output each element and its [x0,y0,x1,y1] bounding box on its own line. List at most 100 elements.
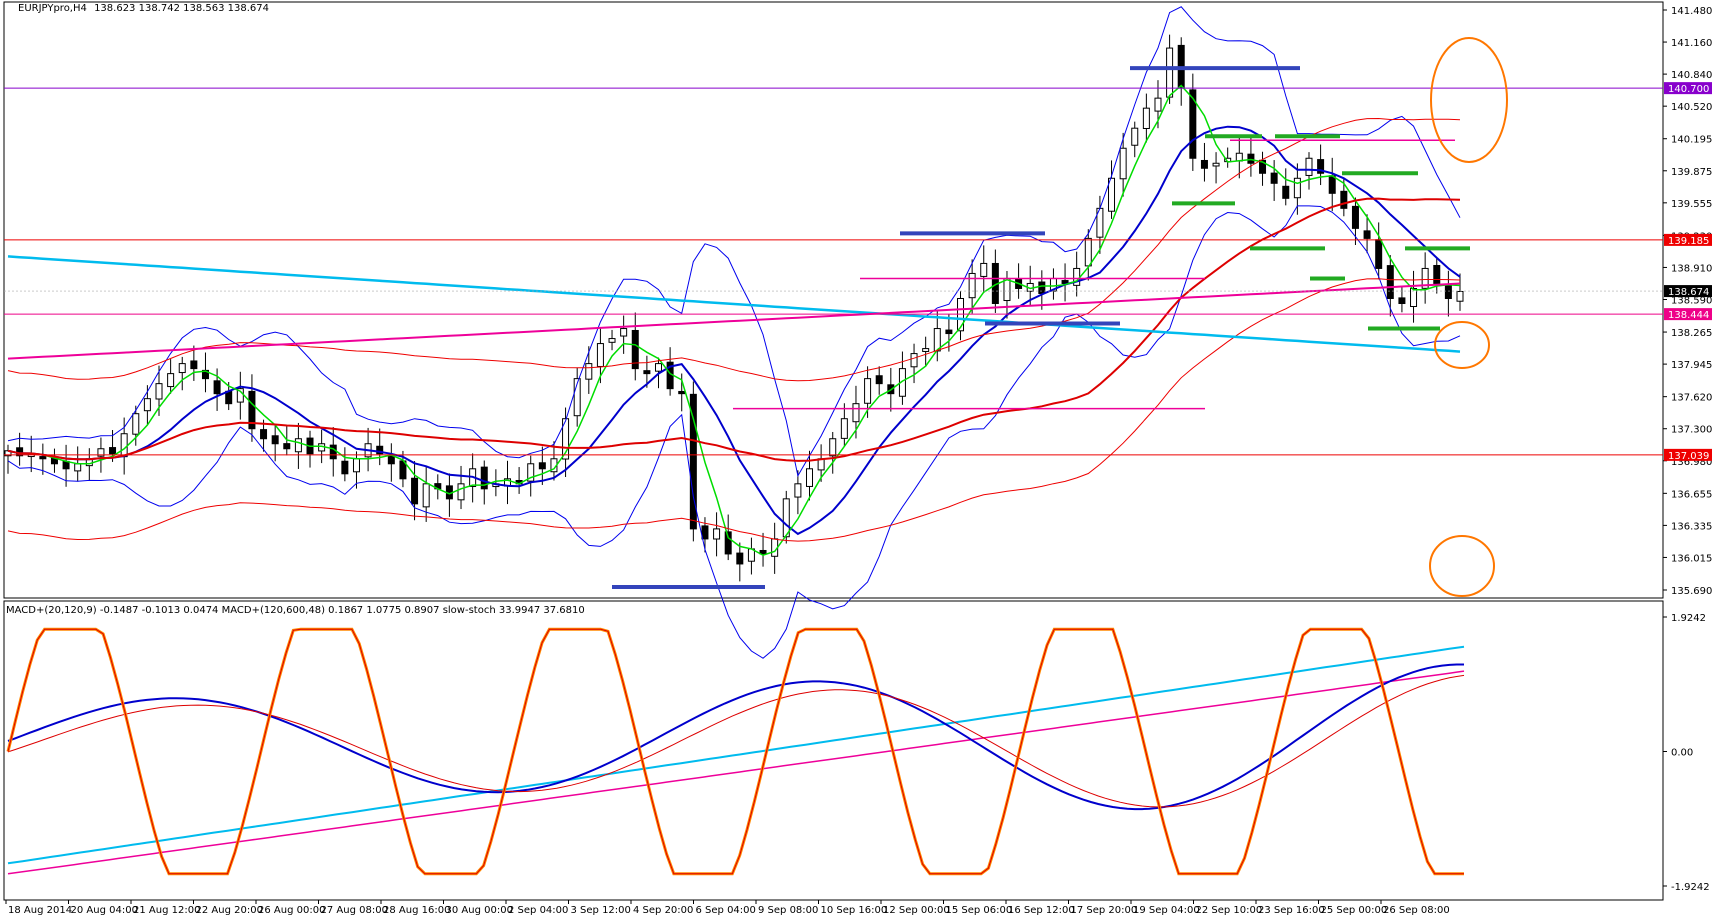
candle-body [1142,107,1150,129]
y-tick-label: 141.160 [1671,38,1712,49]
candle-body [608,338,616,343]
candle-body [538,462,546,470]
candle-body [1421,267,1429,289]
candle-body [294,438,302,453]
x-tick-label: 16 Sep 12:00 [1008,905,1075,916]
macd-short-line [7,663,1464,811]
y-tick-label: 137.620 [1671,393,1712,404]
candle-body [759,549,767,555]
candle-body [585,363,593,380]
x-tick-label: 15 Sep 06:00 [946,905,1013,916]
y-tick-label: 136.335 [1671,521,1712,532]
candle-body [4,450,12,457]
x-tick-label: 27 Aug 08:00 [321,905,388,916]
candle-body [1131,127,1139,146]
candle-body [97,448,105,457]
candle-body [527,463,535,482]
x-tick-label: 10 Sep 16:00 [821,905,888,916]
candle-body [341,460,349,475]
candle-body [922,348,930,352]
candle-body [724,531,732,555]
macd-short-signal [7,674,1465,808]
candle-body [422,483,430,508]
x-tick-label: 25 Sep 00:00 [1321,905,1388,916]
candle-body [713,528,721,540]
candle-body [1375,239,1383,269]
y-tick-label: 136.655 [1671,489,1712,500]
main-pane-frame [3,1,1664,599]
x-tick-label: 30 Aug 00:00 [446,905,513,916]
candle-body [178,363,186,374]
candle-body [1247,153,1255,164]
highlight-circle [1434,321,1490,369]
y-tick-label: 137.945 [1671,360,1712,371]
x-tick-label: 21 Aug 12:00 [133,905,200,916]
candle-body [1282,185,1290,199]
candle-body [190,360,198,370]
stochastic-line [6,627,1464,876]
candle-body [957,297,965,332]
y-tick-label: 140.520 [1671,102,1712,113]
symbol-label: EURJPYpro,H4 [18,3,87,14]
price-tag-label: 138.674 [1668,287,1709,298]
x-tick-label: 4 Sep 20:00 [633,905,693,916]
candle-body [271,435,279,445]
candle-body [980,262,988,277]
y-tick-label: 139.875 [1671,167,1712,178]
x-tick-label: 2 Sep 04:00 [508,905,568,916]
candle-body [74,463,82,472]
y-tick-label: 140.840 [1671,70,1712,81]
candle-body [968,272,976,299]
candle-body [1119,147,1127,180]
bollinger-upper [7,6,1461,478]
sub-y-tick-label: -1.9242 [1671,882,1710,893]
highlight-circle [1430,37,1508,163]
y-tick-label: 136.980 [1671,457,1712,468]
candle-body [1410,287,1418,308]
candle-body [852,403,860,423]
y-tick-label: 136.015 [1671,553,1712,564]
y-tick-label: 139.555 [1671,199,1712,210]
candle-body [248,390,256,430]
candle-body [109,447,117,455]
candle-body [806,468,814,487]
candle-body [875,375,883,385]
candle-body [829,438,837,457]
candle-body [678,390,686,395]
candle-body [864,378,872,404]
candle-body [1456,290,1464,302]
candle-body [910,353,918,368]
price-tag-label: 140.700 [1668,84,1709,95]
candle-body [480,466,488,490]
candle-body [411,477,419,505]
candle-body [573,378,581,417]
candle-body [167,373,175,388]
candle-body [1200,159,1208,169]
candle-body [1003,277,1011,302]
candle-body [1061,280,1069,284]
x-tick-label: 22 Sep 10:00 [1196,905,1263,916]
candle-body [840,418,848,439]
candle-body [39,456,47,460]
y-tick-label: 140.195 [1671,135,1712,146]
main-chart-header: EURJPYpro,H4 138.623 138.742 138.563 138… [18,3,269,14]
candle-body [562,418,570,460]
candles [4,34,1464,582]
price-tag-label: 137.039 [1668,451,1709,462]
x-tick-label: 6 Sep 04:00 [696,905,756,916]
candle-body [1363,230,1371,239]
candle-body [283,443,291,450]
price-tag-box [1664,82,1712,95]
y-tick-label: 135.690 [1671,586,1712,597]
candle-body [596,343,604,367]
candle-body [457,483,465,501]
candle-body [1293,177,1301,199]
candle-body [352,458,360,473]
candle-body [1386,265,1394,299]
candle-body [1398,297,1406,305]
x-tick-label: 22 Aug 20:00 [196,905,263,916]
x-tick-label: 17 Sep 20:00 [1071,905,1138,916]
candle-body [1108,177,1116,212]
candle-body [1084,237,1092,267]
